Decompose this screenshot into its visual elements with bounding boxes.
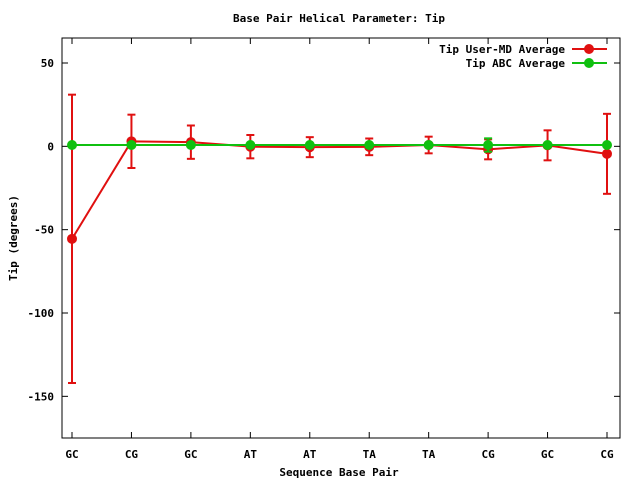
data-point bbox=[602, 148, 612, 159]
x-axis-label: Sequence Base Pair bbox=[279, 466, 399, 479]
x-tick-label: GC bbox=[65, 448, 78, 461]
x-tick-label: CG bbox=[481, 448, 495, 461]
data-point bbox=[364, 140, 375, 150]
data-point bbox=[185, 140, 196, 150]
chart-title: Base Pair Helical Parameter: Tip bbox=[233, 12, 445, 25]
data-point bbox=[423, 140, 434, 150]
x-tick-label: GC bbox=[541, 448, 554, 461]
data-point bbox=[126, 140, 137, 150]
data-point bbox=[304, 140, 315, 150]
y-tick-label: 50 bbox=[41, 57, 54, 70]
series-line bbox=[71, 140, 608, 240]
y-tick-label: -150 bbox=[28, 390, 55, 403]
data-point bbox=[245, 140, 256, 150]
y-tick-label: -100 bbox=[28, 307, 55, 320]
data-point bbox=[67, 233, 77, 244]
y-tick-label: 0 bbox=[47, 140, 54, 153]
data-point bbox=[602, 140, 612, 150]
legend-marker bbox=[584, 58, 594, 68]
y-tick-label: -50 bbox=[34, 224, 54, 237]
legend-label: Tip User-MD Average bbox=[439, 43, 565, 56]
data-point bbox=[67, 140, 77, 150]
data-point bbox=[542, 140, 553, 150]
y-axis-label: Tip (degrees) bbox=[7, 195, 20, 281]
y-axis: 50 0 -50 -100 -150 bbox=[28, 57, 620, 403]
x-tick-label: AT bbox=[303, 448, 317, 461]
data-point bbox=[483, 140, 494, 150]
series-1 bbox=[67, 93, 612, 384]
x-tick-label: TA bbox=[363, 448, 377, 461]
x-axis: GC CG GC AT AT TA TA CG GC CG bbox=[65, 38, 614, 461]
x-tick-label: AT bbox=[244, 448, 258, 461]
legend-marker bbox=[584, 44, 594, 54]
x-tick-label: CG bbox=[125, 448, 139, 461]
x-tick-label: GC bbox=[184, 448, 197, 461]
x-tick-label: CG bbox=[600, 448, 614, 461]
legend-label: Tip ABC Average bbox=[466, 57, 566, 70]
plot-area bbox=[61, 37, 621, 439]
series-2 bbox=[67, 137, 612, 153]
series-layer bbox=[67, 93, 612, 384]
x-tick-label: TA bbox=[422, 448, 436, 461]
